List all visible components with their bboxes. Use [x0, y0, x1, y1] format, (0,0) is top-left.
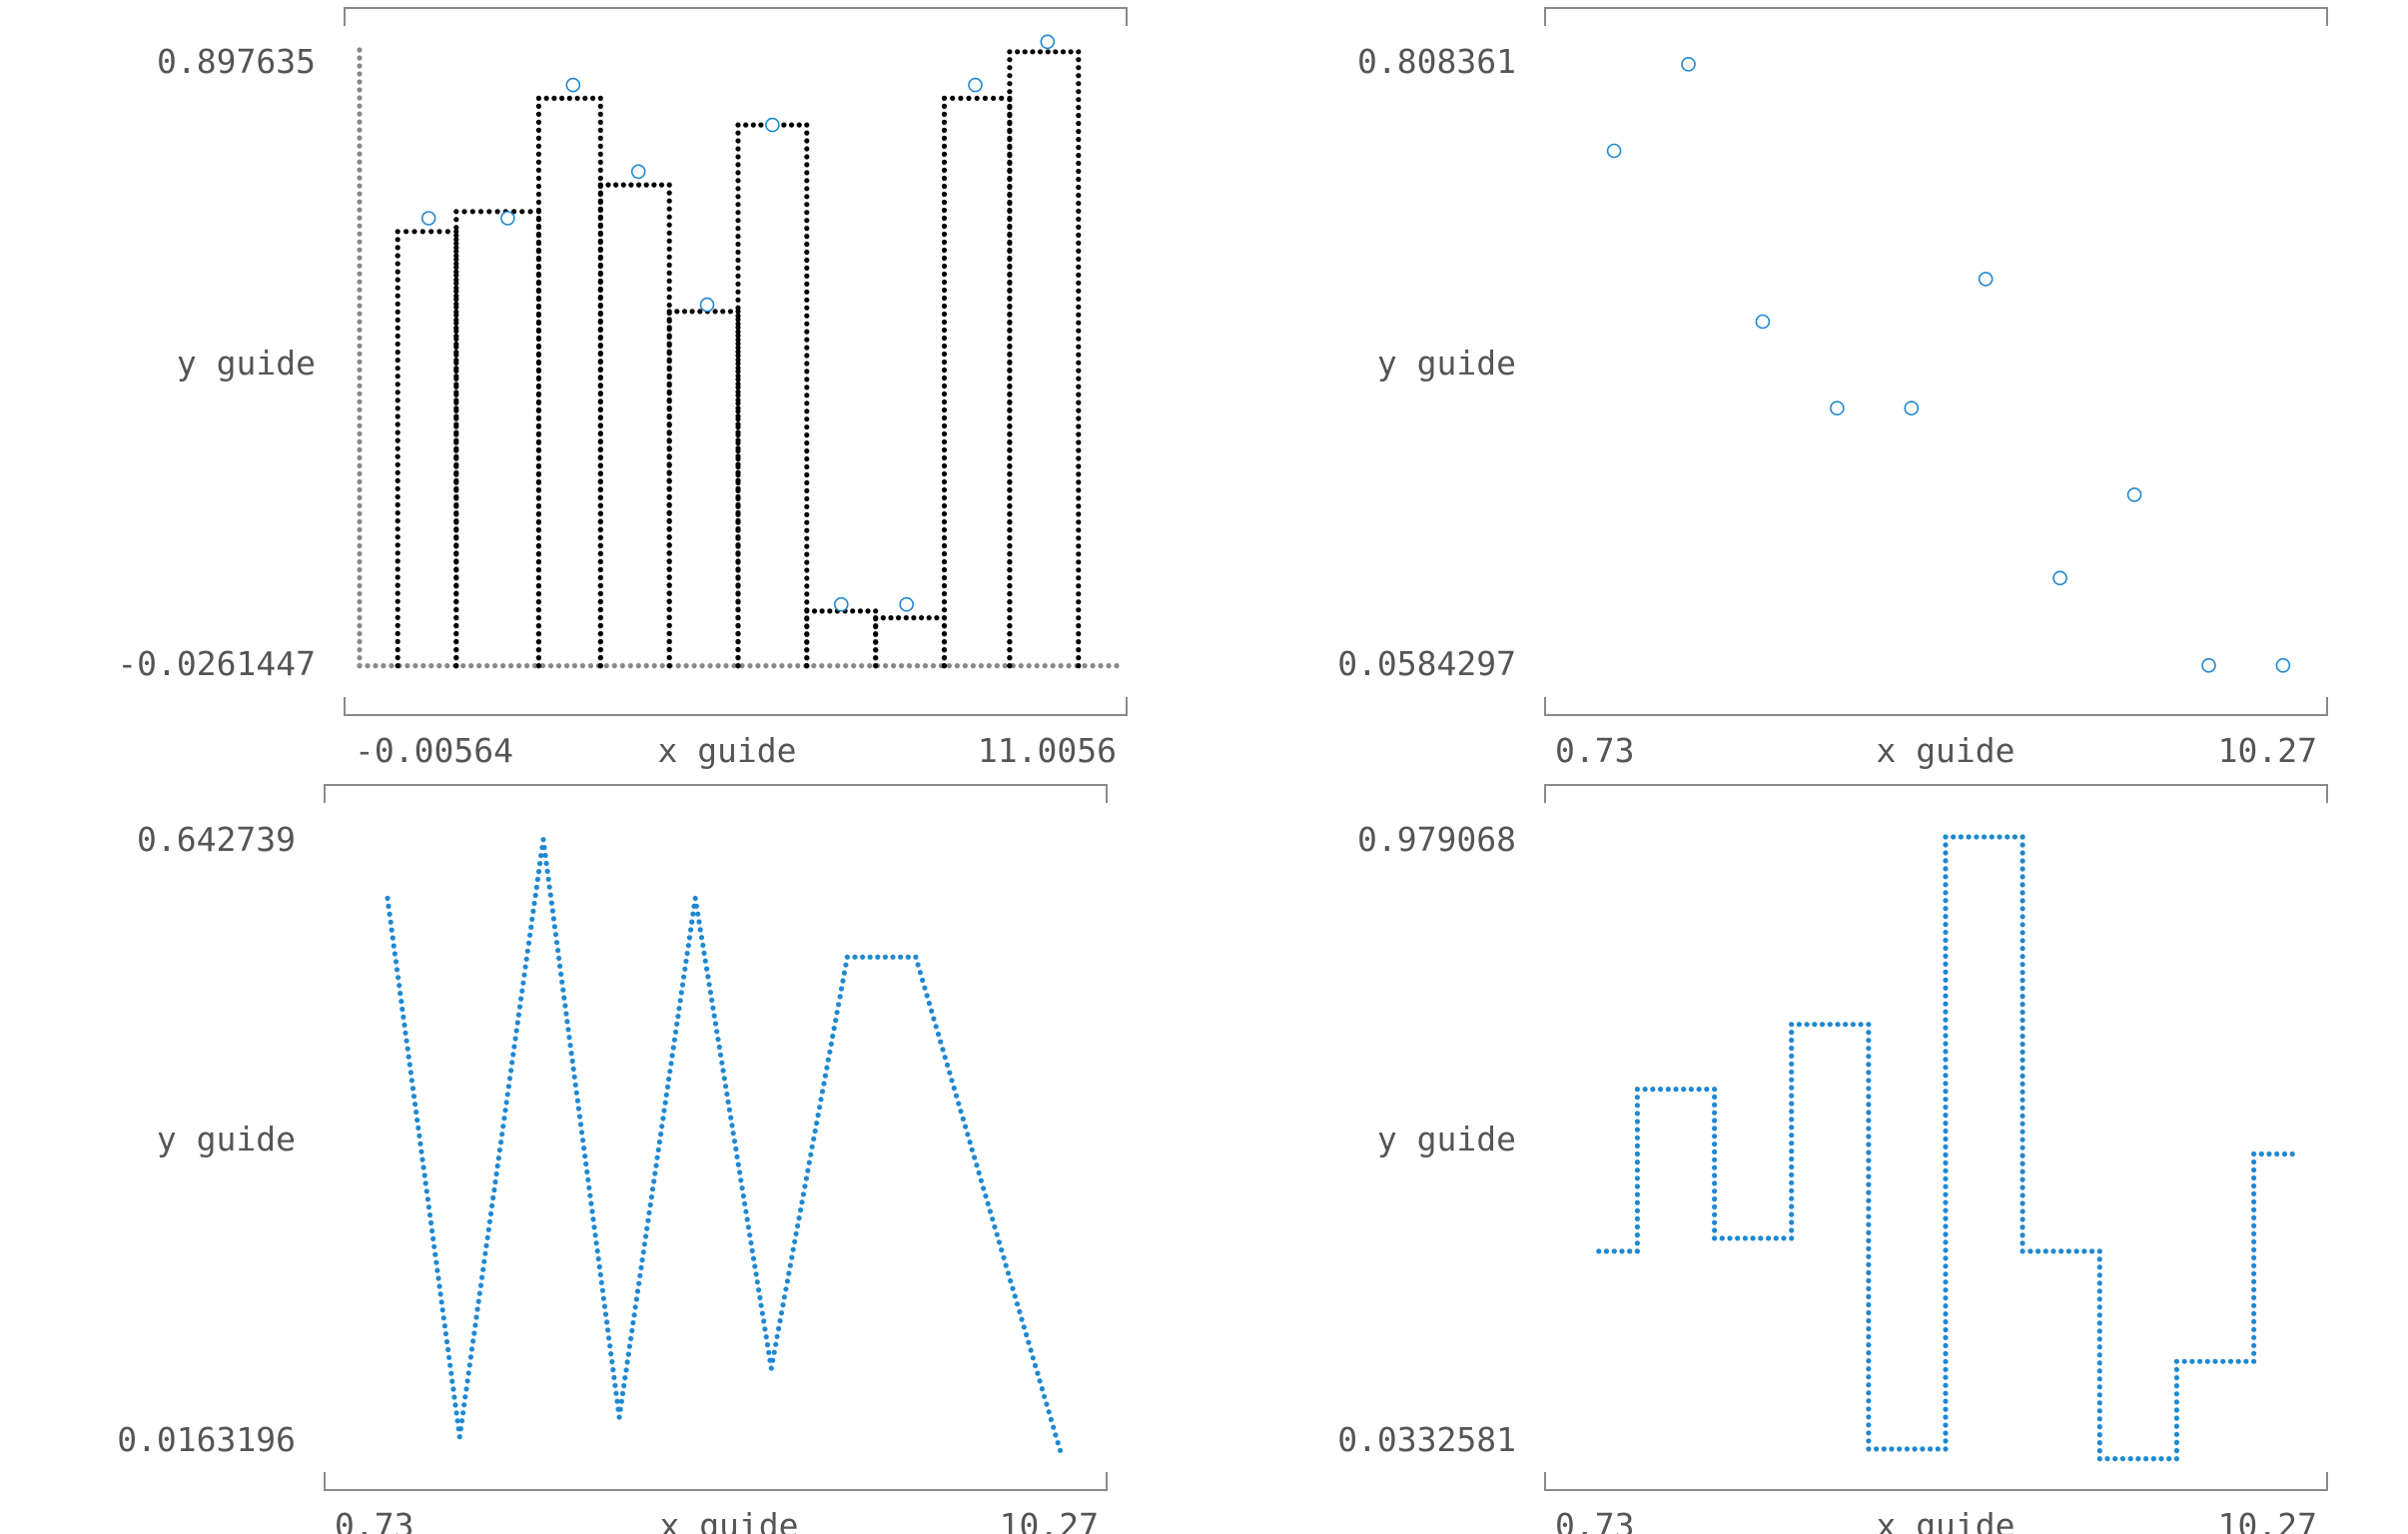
x-tick-label-max: 11.0056	[978, 731, 1117, 770]
data-point-marker	[899, 596, 915, 612]
histogram-marks	[357, 34, 1120, 669]
x-tick-label-min: 0.73	[335, 1506, 413, 1534]
x-tick-label-max: 10.27	[1000, 1506, 1099, 1534]
scatter-marks	[1606, 57, 2291, 673]
step-marks	[1596, 834, 2295, 1462]
histogram-bar	[535, 95, 603, 669]
y-tick-label-min: 0.0332581	[1337, 1420, 1516, 1459]
x-tick-label-min: -0.00564	[355, 731, 513, 770]
x-axis-label: x guide	[1876, 731, 2014, 770]
data-point-marker	[565, 77, 581, 93]
y-tick-label-max: 0.642739	[137, 820, 296, 859]
scatter-point	[1681, 57, 1696, 72]
y-tick-label-min: 0.0163196	[117, 1420, 296, 1459]
scatter-point	[1830, 400, 1845, 416]
x-axis-label: x guide	[1876, 1506, 2014, 1534]
x-tick-label-min: 0.73	[1555, 731, 1634, 770]
data-point-marker	[630, 164, 646, 180]
panel-histogram: 0.897635 y guide -0.0261447 -0.00564 x g…	[117, 7, 1128, 770]
histogram-bar	[735, 122, 810, 669]
scatter-point	[2126, 487, 2142, 502]
x-tick-label-max: 10.27	[2218, 731, 2317, 770]
y-tick-label-max: 0.808361	[1357, 42, 1516, 81]
y-tick-label-min: -0.0261447	[117, 644, 316, 683]
histogram-bar	[941, 95, 1013, 669]
scatter-point	[2275, 657, 2291, 673]
y-axis-label: y guide	[177, 344, 316, 383]
panel-frame	[1544, 7, 2328, 716]
data-point-marker	[1040, 34, 1056, 50]
data-point-marker	[420, 211, 436, 226]
panel-step: 0.979068 y guide 0.0332581 0.73 x guide …	[1337, 784, 2328, 1534]
scatter-point	[1904, 400, 1920, 416]
data-point-marker	[699, 297, 715, 313]
histogram-bar	[873, 615, 948, 669]
panel-line: 0.642739 y guide 0.0163196 0.73 x guide …	[117, 784, 1108, 1534]
data-point-marker	[765, 117, 780, 133]
y-axis-label: y guide	[1377, 1120, 1516, 1158]
histogram-bar	[597, 182, 672, 669]
data-point-marker	[500, 211, 515, 226]
x-tick-label-max: 10.27	[2218, 1506, 2317, 1534]
scatter-point	[1755, 314, 1771, 330]
panel-frame	[344, 7, 1128, 716]
histogram-bar	[666, 309, 741, 669]
scatter-point	[1978, 272, 1994, 287]
panel-frame	[1544, 784, 2328, 1491]
histogram-bar	[804, 608, 879, 669]
scatter-point	[1606, 143, 1622, 159]
y-axis-label: y guide	[1377, 344, 1516, 383]
panel-scatter: 0.808361 y guide 0.0584297 0.73 x guide …	[1337, 7, 2328, 770]
panel-frame	[324, 784, 1108, 1491]
x-axis-label: x guide	[659, 1506, 798, 1534]
scatter-point	[2201, 657, 2216, 673]
histogram-bar	[395, 229, 459, 669]
y-tick-label-min: 0.0584297	[1337, 644, 1516, 683]
data-point-marker	[833, 596, 849, 612]
x-tick-label-min: 0.73	[1555, 1506, 1634, 1534]
series-line	[385, 837, 1064, 1453]
histogram-bar	[1007, 49, 1082, 669]
x-axis-label: x guide	[657, 731, 796, 770]
y-axis-label: y guide	[157, 1120, 296, 1158]
line-marks	[385, 837, 1064, 1453]
scatter-point	[2052, 570, 2067, 586]
histogram-bar	[453, 209, 542, 669]
y-tick-label-max: 0.897635	[157, 42, 316, 81]
y-axis-dots	[357, 47, 363, 669]
y-tick-label-max: 0.979068	[1357, 820, 1516, 859]
step-line	[1596, 834, 2295, 1462]
data-point-marker	[968, 77, 983, 93]
